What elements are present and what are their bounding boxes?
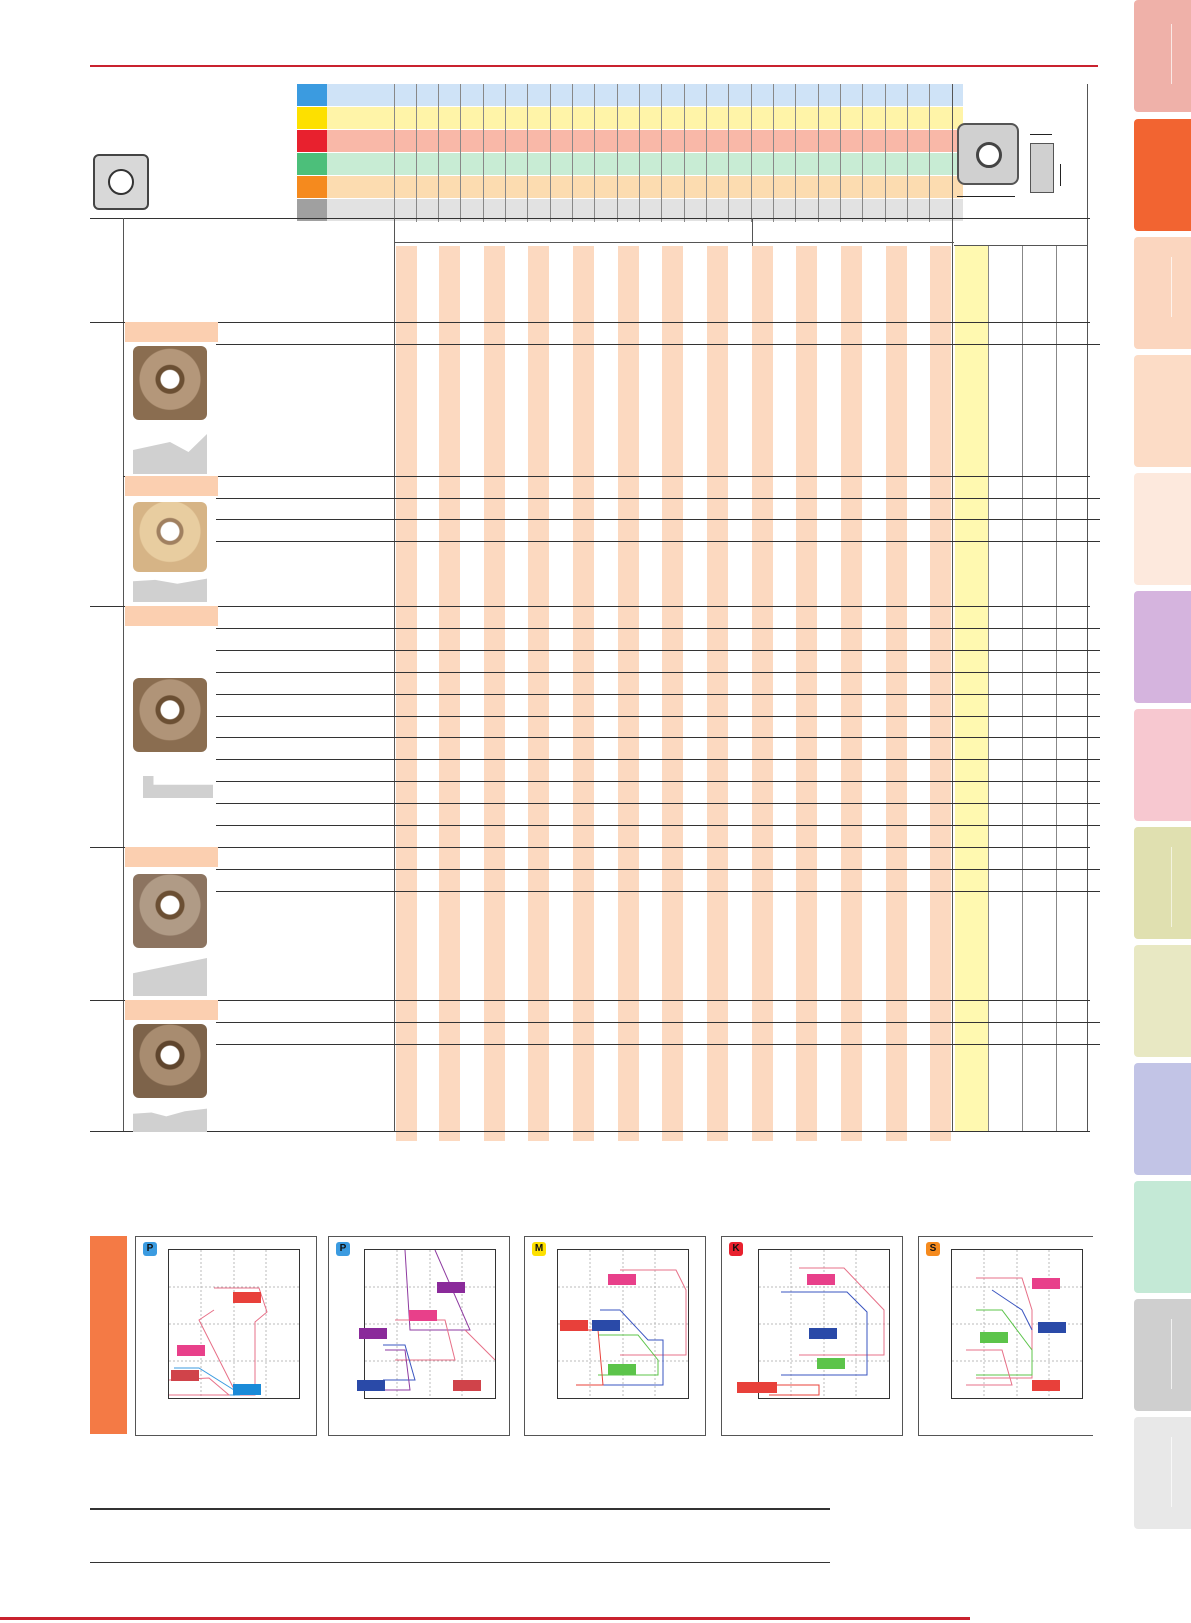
chip-label [453,1380,481,1391]
band-m [297,107,963,129]
insert-top-view [957,123,1019,185]
material-badge: M [532,1242,546,1256]
section-label [125,476,218,496]
dim-line-s [1030,134,1052,135]
header-rule [90,65,1098,67]
section-label [125,322,218,342]
side-tab[interactable] [1134,1063,1191,1175]
chip-label [1032,1278,1060,1289]
chip-label [592,1320,620,1331]
chip-label [357,1380,385,1391]
chip-label [807,1274,835,1285]
band-n [297,153,963,175]
chip-label [1038,1322,1066,1333]
chart-plot-area [557,1249,689,1399]
side-tab[interactable] [1134,1181,1191,1293]
side-tab[interactable] [1134,0,1191,112]
insert-side-view [1030,143,1054,193]
application-chart: M [524,1236,706,1436]
band-p [297,84,963,106]
material-badge: P [336,1242,350,1256]
chip-label [233,1292,261,1303]
chip-label [980,1332,1008,1343]
chip-profile [133,958,207,996]
insert-image [133,502,207,572]
band-s-square [297,176,327,198]
chip-label [809,1328,837,1339]
application-chart: P [135,1236,317,1436]
side-tab[interactable] [1134,237,1191,349]
band-k [297,130,963,152]
side-tab[interactable] [1134,591,1191,703]
chip-label [233,1384,261,1395]
bottom-rule [0,1617,970,1620]
chip-label [608,1274,636,1285]
band-p-square [297,84,327,106]
band-m-square [297,107,327,129]
application-chart: K [721,1236,903,1436]
dim-line-l [957,196,1015,197]
footer-rule [90,1562,830,1563]
insert-image [133,346,207,420]
material-badge: S [926,1242,940,1256]
chip-label [409,1310,437,1321]
insert-image [133,874,207,948]
insert-image [133,1024,207,1098]
chip-label [177,1345,205,1356]
band-h [297,199,963,221]
chip-label [737,1382,777,1393]
band-k-square [297,130,327,152]
insert-image [133,678,207,752]
footer-rule [90,1508,830,1510]
section-label [125,606,218,626]
material-badge: P [143,1242,157,1256]
chip-profile [143,776,213,798]
side-tab[interactable] [1134,1417,1191,1529]
chart-plot-area [737,1249,890,1399]
chip-profile [133,578,207,602]
highlight-column [955,246,988,1132]
band-s [297,176,963,198]
side-tab[interactable] [1134,473,1191,585]
side-tab[interactable] [1134,827,1191,939]
side-tab[interactable] [1134,355,1191,467]
chart-plot-area [951,1249,1083,1399]
chart-plot-area [168,1249,300,1399]
side-tab[interactable] [1134,119,1191,231]
chip-label [1032,1380,1060,1391]
insert-shape-icon [93,154,149,210]
side-tab[interactable] [1134,1299,1191,1411]
chip-profile [133,1108,207,1132]
section-label [125,847,218,867]
chip-label [359,1328,387,1339]
side-tab[interactable] [1134,709,1191,821]
chart-plot-area [357,1249,496,1399]
band-n-square [297,153,327,175]
application-chart: P [328,1236,510,1436]
section-label [125,1000,218,1020]
chip-label [437,1282,465,1293]
application-range-bar [90,1236,127,1434]
chip-label [817,1358,845,1369]
dim-line-d [1060,164,1061,186]
application-chart: S [918,1236,1093,1436]
chip-label [560,1320,588,1331]
material-badge: K [729,1242,743,1256]
side-tab[interactable] [1134,945,1191,1057]
band-h-square [297,199,327,221]
chip-label [171,1370,199,1381]
chip-label [608,1364,636,1375]
chip-profile [133,434,207,474]
